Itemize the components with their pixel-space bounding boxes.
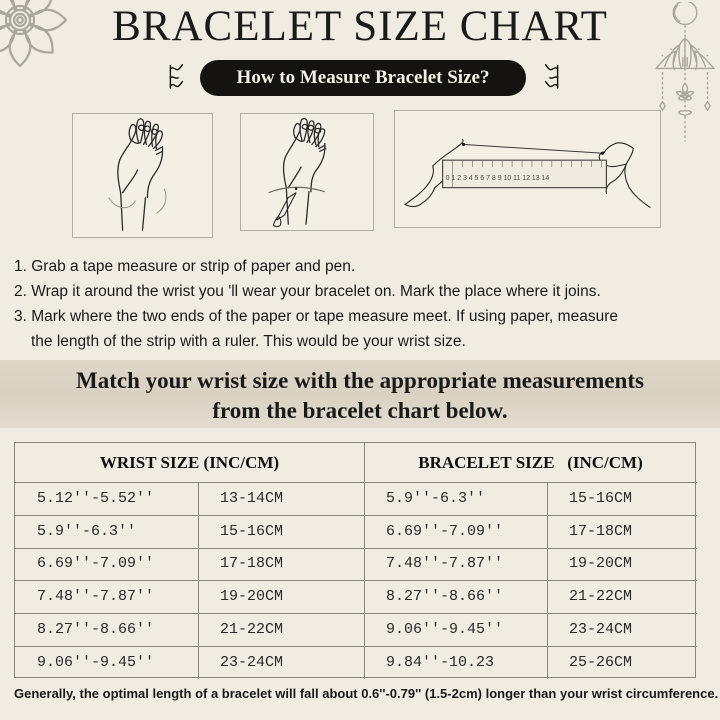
svg-text:0 1 2 3 4 5 6 7 8 9 10 11 12 1: 0 1 2 3 4 5 6 7 8 9 10 11 12 13 14 xyxy=(446,175,550,182)
